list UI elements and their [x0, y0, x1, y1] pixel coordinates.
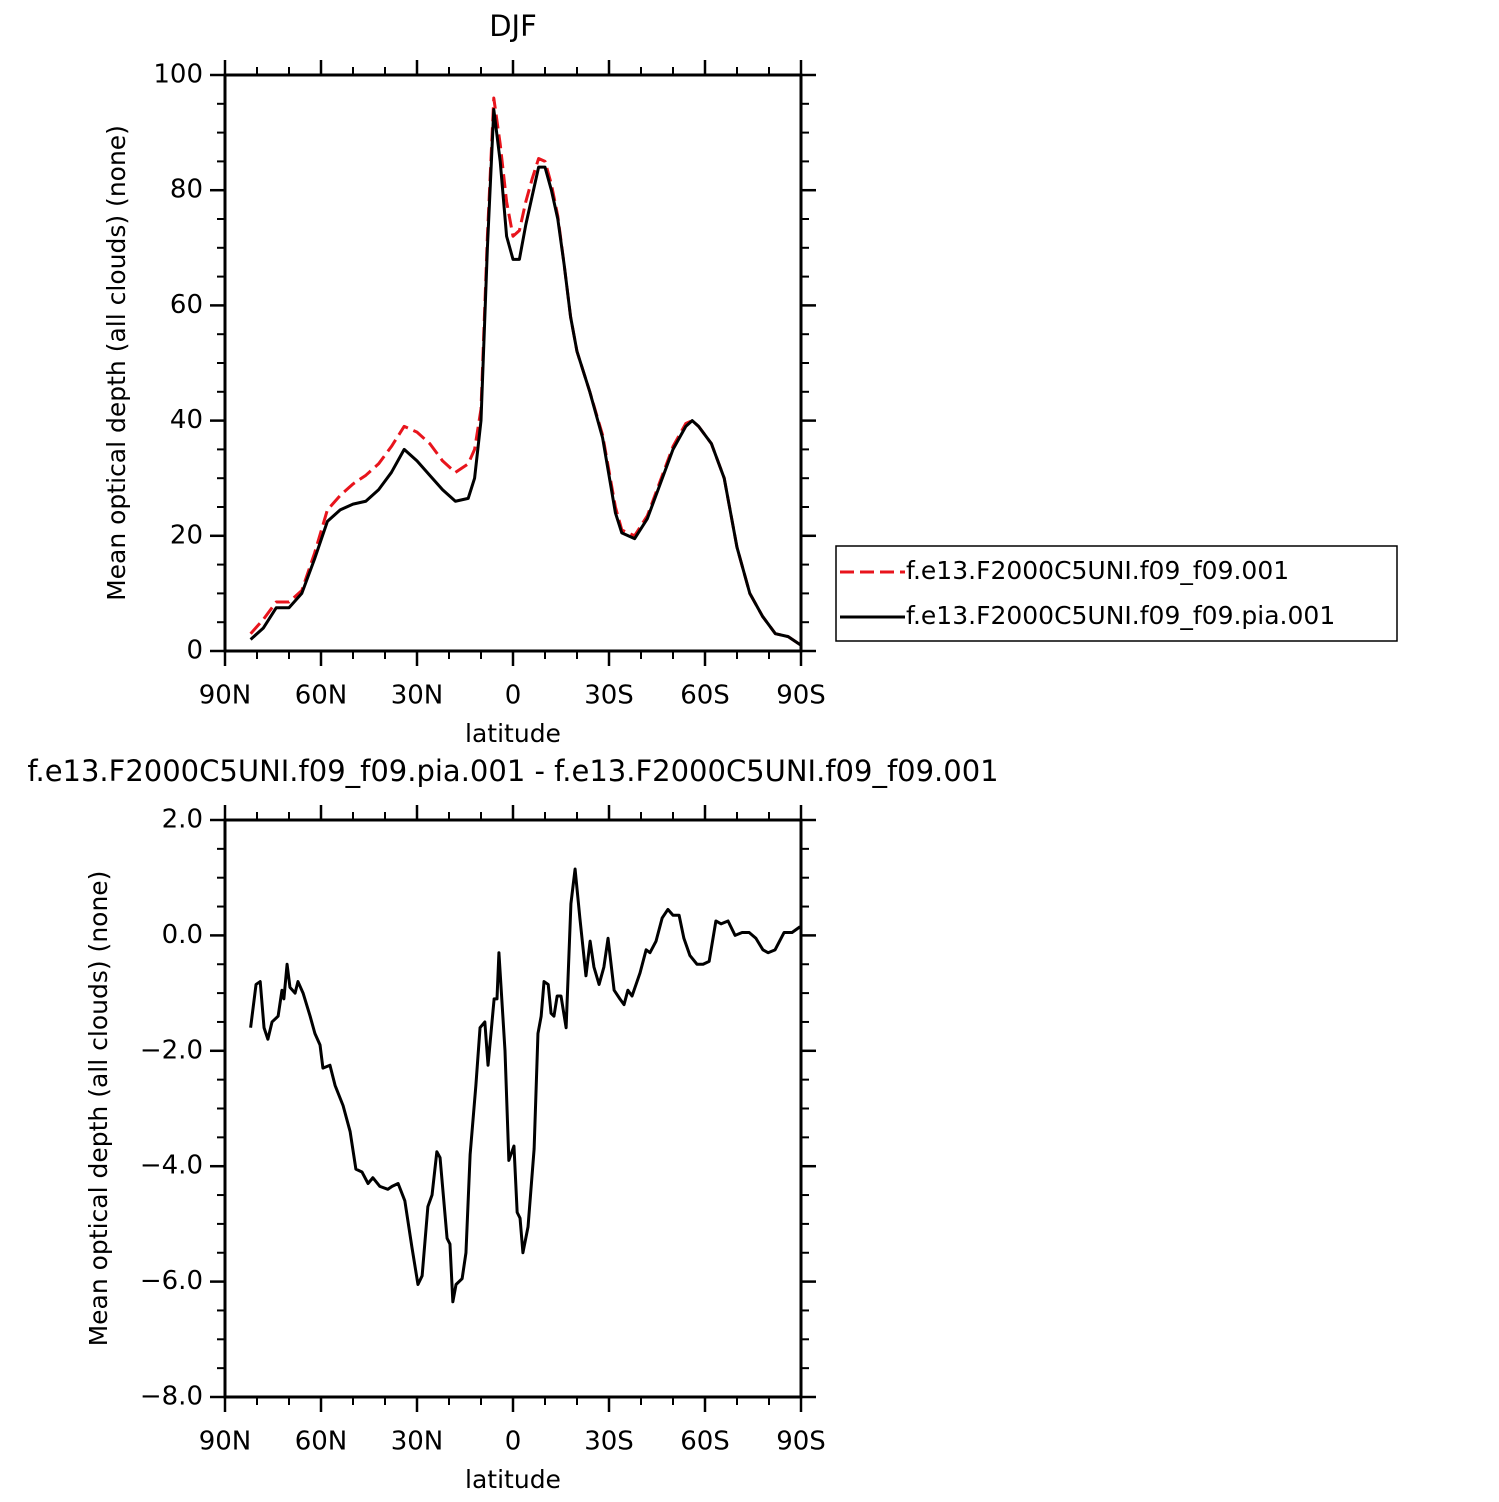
x-tick-label: 90S — [776, 1427, 826, 1457]
x-axis-label: latitude — [465, 719, 561, 748]
x-tick-label: 90N — [199, 681, 252, 711]
y-tick-label: −4.0 — [140, 1151, 203, 1181]
y-tick-label: 60 — [170, 290, 203, 320]
x-tick-label: 60N — [295, 681, 348, 711]
x-tick-label: 0 — [505, 681, 522, 711]
x-tick-label: 60S — [680, 1427, 730, 1457]
x-tick-label: 30N — [391, 681, 444, 711]
plot-frame — [223, 818, 803, 1399]
y-axis-label: Mean optical depth (all clouds) (none) — [102, 125, 131, 601]
y-tick-label: −2.0 — [140, 1035, 203, 1065]
data-line — [249, 108, 802, 647]
x-tick-label: 60S — [680, 681, 730, 711]
y-tick-label: −8.0 — [140, 1382, 203, 1412]
legend-label: f.e13.F2000C5UNI.f09_f09.001 — [906, 556, 1289, 585]
legend-label: f.e13.F2000C5UNI.f09_f09.pia.001 — [906, 601, 1335, 630]
x-tick-label: 0 — [505, 1427, 522, 1457]
y-tick-label: 2.0 — [162, 805, 203, 835]
x-tick-label: 30S — [584, 681, 634, 711]
x-tick-label: 30S — [584, 1427, 634, 1457]
y-tick-label: 0.0 — [162, 920, 203, 950]
chart-title: DJF — [489, 9, 537, 43]
legend-box — [835, 545, 1398, 642]
x-tick-label: 60N — [295, 1427, 348, 1457]
x-axis-label: latitude — [465, 1465, 561, 1494]
y-tick-label: 20 — [170, 520, 203, 550]
y-tick-label: 40 — [170, 405, 203, 435]
chart-title: f.e13.F2000C5UNI.f09_f09.pia.001 - f.e13… — [27, 754, 998, 788]
data-line — [249, 867, 801, 1304]
y-tick-label: 80 — [170, 175, 203, 205]
x-tick-label: 90S — [776, 681, 826, 711]
y-tick-label: 100 — [153, 60, 203, 90]
y-tick-label: 0 — [186, 636, 203, 666]
x-tick-label: 90N — [199, 1427, 252, 1457]
y-axis-label: Mean optical depth (all clouds) (none) — [84, 871, 113, 1347]
data-line — [249, 96, 802, 647]
y-tick-label: −6.0 — [140, 1266, 203, 1296]
x-tick-label: 30N — [391, 1427, 444, 1457]
